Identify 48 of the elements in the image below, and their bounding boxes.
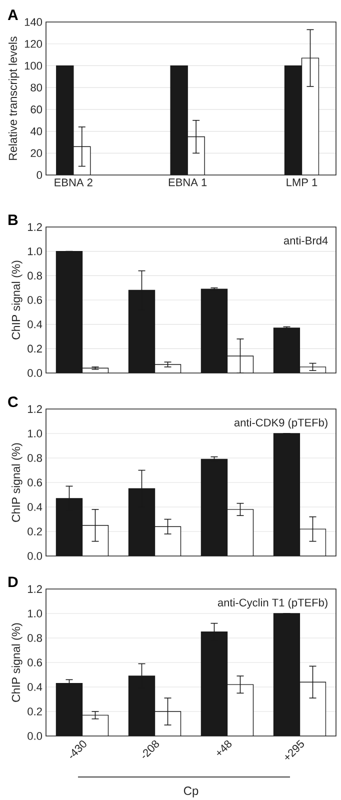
y-axis-title: ChIP signal (%) xyxy=(12,260,22,340)
y-tick-label: 0.6 xyxy=(28,478,42,486)
y-tick-label: 0.2 xyxy=(28,528,42,536)
y-tick-label: 0.0 xyxy=(28,732,42,740)
y-axis-title: Relative transcript levels xyxy=(8,36,20,160)
y-tick-label: 0.8 xyxy=(28,634,42,642)
x-tick-label: -430 xyxy=(70,740,86,758)
y-tick-label: 1.0 xyxy=(28,247,42,256)
x-tick-label: EBNA 2 xyxy=(54,178,92,186)
chart-title: C xyxy=(8,396,18,408)
y-tick-label: 140 xyxy=(24,18,42,26)
chart-title: D xyxy=(8,576,18,588)
annotation: anti-Cyclin T1 (pTEFb) xyxy=(218,598,328,609)
y-axis-title: ChIP signal (%) xyxy=(12,623,22,702)
annotation: anti-Brd4 xyxy=(284,236,328,244)
y-tick-label: 80 xyxy=(30,84,42,92)
y-tick-label: 60 xyxy=(30,106,42,114)
y-tick-label: 0.8 xyxy=(28,454,42,462)
y-tick-label: 120 xyxy=(24,40,42,48)
x-tick-label: EBNA 1 xyxy=(168,178,207,186)
y-tick-label: 0.6 xyxy=(28,658,42,666)
y-tick-label: 0.2 xyxy=(28,344,42,353)
chart-title: A xyxy=(8,10,18,20)
y-tick-label: 0.0 xyxy=(28,552,42,560)
y-tick-label: 0.6 xyxy=(28,296,42,304)
y-tick-label: 20 xyxy=(30,149,42,158)
y-tick-label: 1.2 xyxy=(28,223,42,231)
y-tick-label: 40 xyxy=(30,127,42,136)
y-tick-label: 1.2 xyxy=(28,585,42,593)
y-tick-label: 0.4 xyxy=(28,683,42,691)
y-tick-label: 0 xyxy=(36,171,42,179)
x-axis-title: Cp xyxy=(184,786,198,798)
y-tick-label: 0.8 xyxy=(28,272,42,280)
y-axis-title: ChIP signal (%) xyxy=(12,443,22,522)
y-tick-label: 0.4 xyxy=(28,320,42,328)
y-tick-label: 0.0 xyxy=(28,369,42,377)
annotation: anti-CDK9 (pTEFb) xyxy=(234,418,328,429)
x-tick-label: LMP 1 xyxy=(286,178,318,186)
x-tick-label: -208 xyxy=(142,740,160,758)
chart-title: B xyxy=(8,214,18,226)
y-tick-label: 0.4 xyxy=(28,503,42,511)
bar xyxy=(187,136,205,176)
y-tick-label: 1.2 xyxy=(28,405,42,413)
y-tick-label: 100 xyxy=(24,62,42,70)
y-tick-label: 0.2 xyxy=(28,708,42,716)
y-tick-label: 1.0 xyxy=(28,610,42,618)
y-tick-label: 1.0 xyxy=(28,430,42,438)
x-tick-label: +48 xyxy=(216,740,232,756)
